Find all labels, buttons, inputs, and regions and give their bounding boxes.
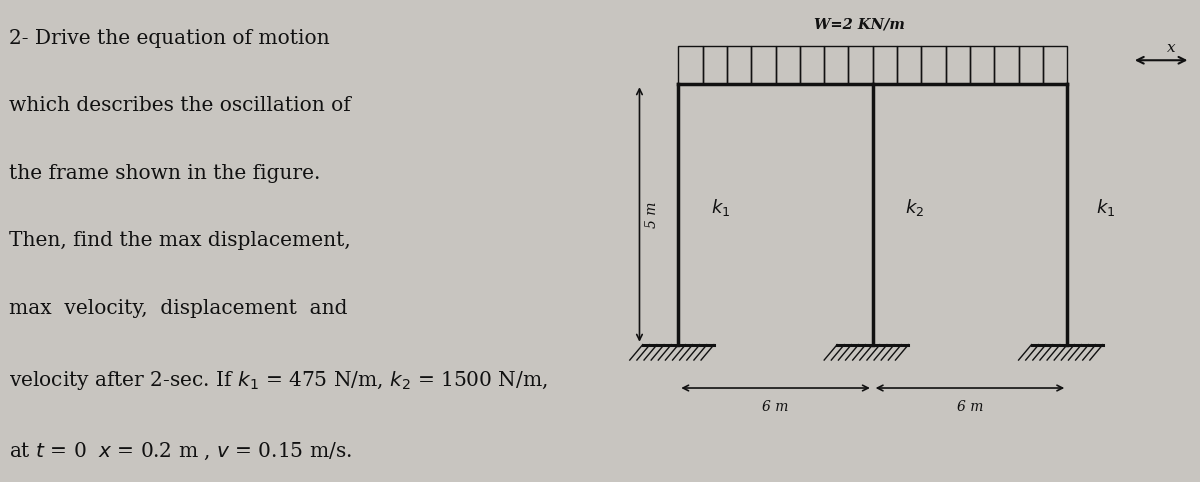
Bar	[872, 46, 898, 84]
Bar	[946, 46, 970, 84]
Text: 6 m: 6 m	[956, 400, 983, 415]
Bar	[751, 46, 775, 84]
Bar	[1019, 46, 1043, 84]
Bar	[848, 46, 872, 84]
Bar	[824, 46, 848, 84]
Bar	[703, 46, 727, 84]
Bar	[727, 46, 751, 84]
Bar	[775, 46, 800, 84]
Text: x: x	[1166, 41, 1175, 55]
Text: which describes the oscillation of: which describes the oscillation of	[10, 96, 352, 115]
Text: 2- Drive the equation of motion: 2- Drive the equation of motion	[10, 29, 330, 48]
Text: max  velocity,  displacement  and: max velocity, displacement and	[10, 299, 348, 318]
Text: at $t$ = 0  $x$ = 0.2 m , $v$ = 0.15 m/s.: at $t$ = 0 $x$ = 0.2 m , $v$ = 0.15 m/s.	[10, 441, 352, 462]
Text: $k_2$: $k_2$	[905, 197, 924, 218]
Bar	[1043, 46, 1067, 84]
Text: $k_1$: $k_1$	[1097, 197, 1116, 218]
Text: $k_1$: $k_1$	[710, 197, 730, 218]
Text: Then, find the max displacement,: Then, find the max displacement,	[10, 231, 352, 250]
Text: velocity after 2-sec. If $k_1$ = 475 N/m, $k_2$ = 1500 N/m,: velocity after 2-sec. If $k_1$ = 475 N/m…	[10, 369, 548, 392]
Text: the frame shown in the figure.: the frame shown in the figure.	[10, 164, 320, 183]
Text: W=2 KN/m: W=2 KN/m	[815, 17, 905, 31]
Bar	[970, 46, 995, 84]
Text: 5 m: 5 m	[646, 201, 660, 228]
Bar	[800, 46, 824, 84]
Bar	[922, 46, 946, 84]
Text: 6 m: 6 m	[762, 400, 788, 415]
Bar	[678, 46, 703, 84]
Bar	[995, 46, 1019, 84]
Bar	[898, 46, 922, 84]
